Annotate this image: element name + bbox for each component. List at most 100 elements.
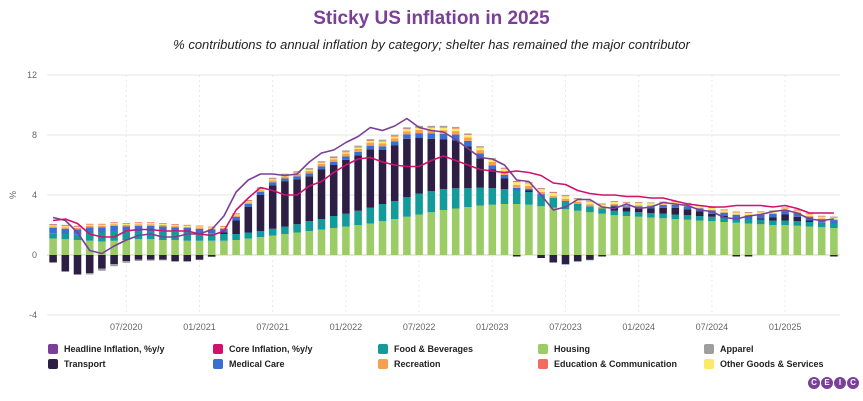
bar-segment bbox=[61, 234, 70, 240]
bar-segment bbox=[317, 162, 326, 163]
bar-segment bbox=[146, 224, 155, 226]
bar-segment bbox=[378, 140, 387, 142]
bar-segment bbox=[427, 127, 436, 128]
bar-segment bbox=[708, 216, 716, 222]
bar-segment bbox=[464, 135, 472, 138]
legend-item: Recreation bbox=[378, 359, 441, 369]
bar-segment bbox=[110, 240, 118, 255]
bar-segment bbox=[390, 138, 399, 142]
legend-label: Apparel bbox=[720, 344, 754, 354]
bar-segment bbox=[342, 159, 350, 214]
bar-segment bbox=[293, 171, 301, 173]
bar-segment bbox=[159, 240, 167, 255]
chart-subtitle: % contributions to annual inflation by c… bbox=[173, 37, 690, 52]
bar-segment bbox=[171, 226, 179, 228]
bar-segment bbox=[317, 162, 326, 164]
bar-segment bbox=[61, 228, 70, 234]
bar-segment bbox=[647, 213, 655, 218]
bar-segment bbox=[671, 207, 680, 215]
bar-segment bbox=[85, 255, 94, 273]
bar-segment bbox=[342, 151, 350, 153]
bar-segment bbox=[366, 139, 375, 141]
bar-segment bbox=[512, 182, 521, 185]
bar-segment bbox=[73, 234, 82, 240]
bar-segment bbox=[268, 235, 277, 255]
bar-segment bbox=[220, 234, 228, 241]
bar-segment bbox=[305, 221, 314, 231]
x-tick-label: 01/2025 bbox=[769, 322, 802, 332]
bar-segment bbox=[647, 202, 655, 203]
bar-segment bbox=[305, 173, 314, 177]
bar-segment bbox=[720, 209, 728, 210]
bar-segment bbox=[415, 125, 423, 128]
bar-segment bbox=[744, 213, 753, 215]
bar-segment bbox=[256, 231, 265, 237]
series-line bbox=[53, 155, 834, 238]
bar-segment bbox=[232, 240, 240, 255]
bar-segment bbox=[525, 192, 533, 205]
bar-segment bbox=[98, 255, 106, 269]
bar-segment bbox=[817, 215, 826, 217]
bar-segment bbox=[281, 173, 289, 175]
bar-segment bbox=[793, 221, 802, 226]
bar-segment bbox=[659, 202, 667, 205]
bar-segment bbox=[195, 233, 204, 241]
bar-segment bbox=[110, 264, 118, 267]
bar-segment bbox=[281, 178, 289, 182]
bar-segment bbox=[329, 216, 338, 228]
logo-letter: I bbox=[834, 377, 846, 389]
bar-segment bbox=[146, 259, 155, 261]
bar-segment bbox=[342, 150, 350, 152]
x-tick-label: 01/2024 bbox=[622, 322, 655, 332]
bar-segment bbox=[781, 207, 789, 209]
bar-segment bbox=[207, 229, 216, 234]
bar-segment bbox=[159, 223, 167, 224]
bar-segment bbox=[500, 168, 509, 172]
bar-segment bbox=[647, 217, 655, 255]
y-tick-label: 0 bbox=[32, 250, 37, 260]
bar-segment bbox=[500, 168, 509, 169]
bar-segment bbox=[85, 223, 94, 225]
y-tick-label: 12 bbox=[27, 70, 37, 80]
bar-segment bbox=[61, 239, 70, 255]
bar-segment bbox=[220, 232, 228, 234]
bar-segment bbox=[537, 191, 545, 195]
bar-segment bbox=[647, 203, 655, 206]
bar-segment bbox=[268, 182, 277, 186]
bar-segment bbox=[512, 190, 521, 204]
bar-segment bbox=[439, 139, 448, 189]
bar-segment bbox=[537, 255, 545, 258]
bar-segment bbox=[769, 217, 777, 221]
bar-segment bbox=[732, 214, 741, 215]
bar-segment bbox=[476, 146, 484, 148]
bar-segment bbox=[464, 134, 472, 135]
bar-segment bbox=[49, 224, 57, 226]
bar-segment bbox=[598, 208, 606, 214]
bar-segment bbox=[817, 222, 826, 228]
bar-segment bbox=[427, 127, 436, 131]
bar-segment bbox=[159, 259, 167, 261]
bar-segment bbox=[720, 209, 728, 211]
bar-segment bbox=[805, 216, 814, 217]
series-line bbox=[52, 117, 834, 255]
bar-segment bbox=[586, 212, 594, 255]
bar-segment bbox=[549, 193, 558, 196]
bar-segment bbox=[110, 224, 118, 226]
bar-segment bbox=[464, 133, 472, 135]
bar-segment bbox=[634, 202, 643, 204]
bar-segment bbox=[134, 222, 143, 224]
bar-segment bbox=[183, 261, 192, 262]
bar-segment bbox=[378, 221, 387, 255]
bar-segment bbox=[622, 206, 631, 208]
bar-segment bbox=[451, 131, 460, 135]
bar-segment bbox=[134, 225, 143, 231]
x-tick-label: 07/2022 bbox=[403, 322, 436, 332]
bar-segment bbox=[464, 188, 472, 207]
bar-segment bbox=[756, 214, 765, 219]
bar-segment bbox=[390, 219, 399, 255]
bar-segment bbox=[329, 228, 338, 255]
bar-segment bbox=[49, 225, 57, 227]
x-tick-label: 07/2021 bbox=[256, 322, 289, 332]
bar-segment bbox=[390, 135, 399, 137]
bar-segment bbox=[244, 232, 253, 239]
